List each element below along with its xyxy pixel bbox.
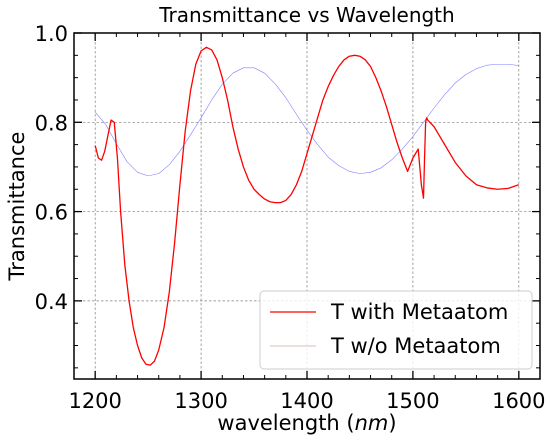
x-tick-label: 1200: [68, 389, 121, 413]
x-axis-label: wavelength (nm): [217, 411, 396, 435]
x-tick-label: 1400: [280, 389, 333, 413]
y-tick-label: 0.4: [35, 290, 68, 314]
chart-title: Transmittance vs Wavelength: [158, 3, 454, 27]
y-tick-label: 0.6: [35, 201, 68, 225]
tick-labels: 1200 1300 1400 1500 1600 0.4 0.6 0.8 1.0: [35, 22, 546, 413]
x-tick-label: 1500: [386, 389, 439, 413]
series-line-with-metaatom: [94, 46, 520, 366]
x-axis-label-close: ): [388, 411, 396, 435]
x-axis-label-unit: nm: [355, 411, 389, 435]
tick-marks: [73, 32, 541, 379]
x-tick-label: 1300: [174, 389, 227, 413]
legend-box: [259, 290, 533, 370]
y-axis-label: Transmittance: [5, 132, 29, 282]
x-tick-label: 1600: [492, 389, 545, 413]
legend: T with Metaatom T w/o Metaatom: [259, 290, 533, 370]
y-tick-label: 1.0: [35, 22, 68, 46]
x-axis-label-text: wavelength (: [217, 411, 354, 435]
legend-label-without-metaatom: T w/o Metaatom: [330, 334, 501, 358]
legend-label-with-metaatom: T with Metaatom: [330, 300, 508, 324]
series-line-without-metaatom: [94, 63, 519, 177]
series-layer: [94, 46, 520, 366]
y-tick-label: 0.8: [35, 111, 68, 135]
